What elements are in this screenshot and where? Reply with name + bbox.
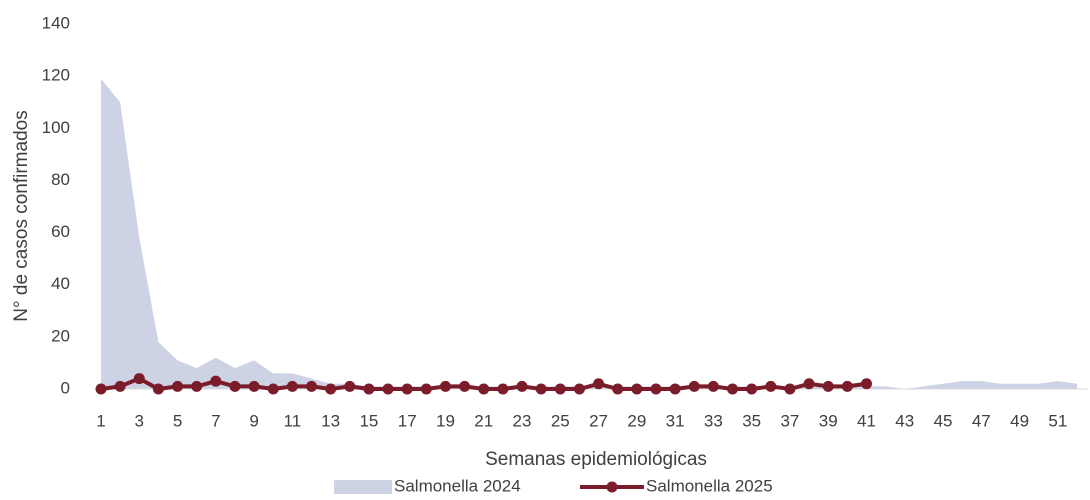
x-tick-label: 5 <box>173 411 182 430</box>
x-tick-label: 39 <box>819 411 838 430</box>
marker <box>459 380 471 392</box>
area <box>101 78 1077 389</box>
x-tick-label: 21 <box>474 411 493 430</box>
x-tick-label: 17 <box>398 411 417 430</box>
x-tick-label: 45 <box>934 411 953 430</box>
x-tick-label: 35 <box>742 411 761 430</box>
marker <box>707 380 719 392</box>
marker <box>420 383 432 395</box>
y-tick-label: 100 <box>42 118 70 137</box>
x-tick-label: 1 <box>96 411 105 430</box>
x-tick-label: 41 <box>857 411 876 430</box>
marker <box>765 380 777 392</box>
y-tick-label: 60 <box>51 222 70 241</box>
marker <box>822 380 834 392</box>
marker <box>516 380 528 392</box>
x-tick-label: 9 <box>249 411 258 430</box>
y-tick-label: 80 <box>51 170 70 189</box>
marker <box>650 383 662 395</box>
marker <box>229 380 241 392</box>
marker <box>248 380 260 392</box>
marker <box>841 380 853 392</box>
legend-label: Salmonella 2025 <box>646 476 773 495</box>
marker <box>382 383 394 395</box>
marker <box>746 383 758 395</box>
marker <box>688 380 700 392</box>
y-tick-label: 140 <box>42 13 70 32</box>
x-tick-label: 19 <box>436 411 455 430</box>
marker <box>306 380 318 392</box>
y-tick-label: 20 <box>51 326 70 345</box>
marker <box>133 373 145 385</box>
marker <box>803 378 815 390</box>
x-tick-label: 43 <box>895 411 914 430</box>
x-tick-label: 15 <box>359 411 378 430</box>
marker <box>344 380 356 392</box>
x-tick-label: 33 <box>704 411 723 430</box>
marker <box>631 383 643 395</box>
x-tick-label: 25 <box>551 411 570 430</box>
marker <box>325 383 337 395</box>
marker <box>286 380 298 392</box>
x-tick-label: 37 <box>780 411 799 430</box>
marker <box>191 380 203 392</box>
x-tick-label: 49 <box>1010 411 1029 430</box>
marker <box>669 383 681 395</box>
x-tick-label: 27 <box>589 411 608 430</box>
legend-label: Salmonella 2024 <box>394 476 521 495</box>
x-tick-label: 13 <box>321 411 340 430</box>
marker <box>363 383 375 395</box>
y-tick-label: 120 <box>42 66 70 85</box>
marker <box>860 378 872 390</box>
marker <box>95 383 107 395</box>
marker <box>114 380 126 392</box>
marker <box>152 383 164 395</box>
marker <box>554 383 566 395</box>
marker <box>478 383 490 395</box>
y-tick-label: 0 <box>61 378 70 397</box>
y-tick-label: 40 <box>51 274 70 293</box>
x-tick-label: 3 <box>135 411 144 430</box>
marker <box>497 383 509 395</box>
x-tick-label: 51 <box>1048 411 1067 430</box>
marker <box>401 383 413 395</box>
marker <box>439 380 451 392</box>
marker <box>593 378 605 390</box>
marker <box>267 383 279 395</box>
marker <box>535 383 547 395</box>
marker <box>172 380 184 392</box>
marker <box>573 383 585 395</box>
x-tick-label: 29 <box>627 411 646 430</box>
x-tick-label: 11 <box>284 411 302 430</box>
x-axis-title: Semanas epidemiológicas <box>485 449 707 470</box>
legend-swatch <box>334 480 392 494</box>
marker <box>727 383 739 395</box>
x-tick-label: 7 <box>211 411 220 430</box>
legend-marker <box>606 481 618 493</box>
y-axis-title: N° de casos confirmados <box>11 110 32 321</box>
x-tick-label: 31 <box>666 411 685 430</box>
x-tick-label: 47 <box>972 411 991 430</box>
marker <box>612 383 624 395</box>
marker <box>784 383 796 395</box>
x-tick-label: 23 <box>513 411 532 430</box>
marker <box>210 375 222 387</box>
